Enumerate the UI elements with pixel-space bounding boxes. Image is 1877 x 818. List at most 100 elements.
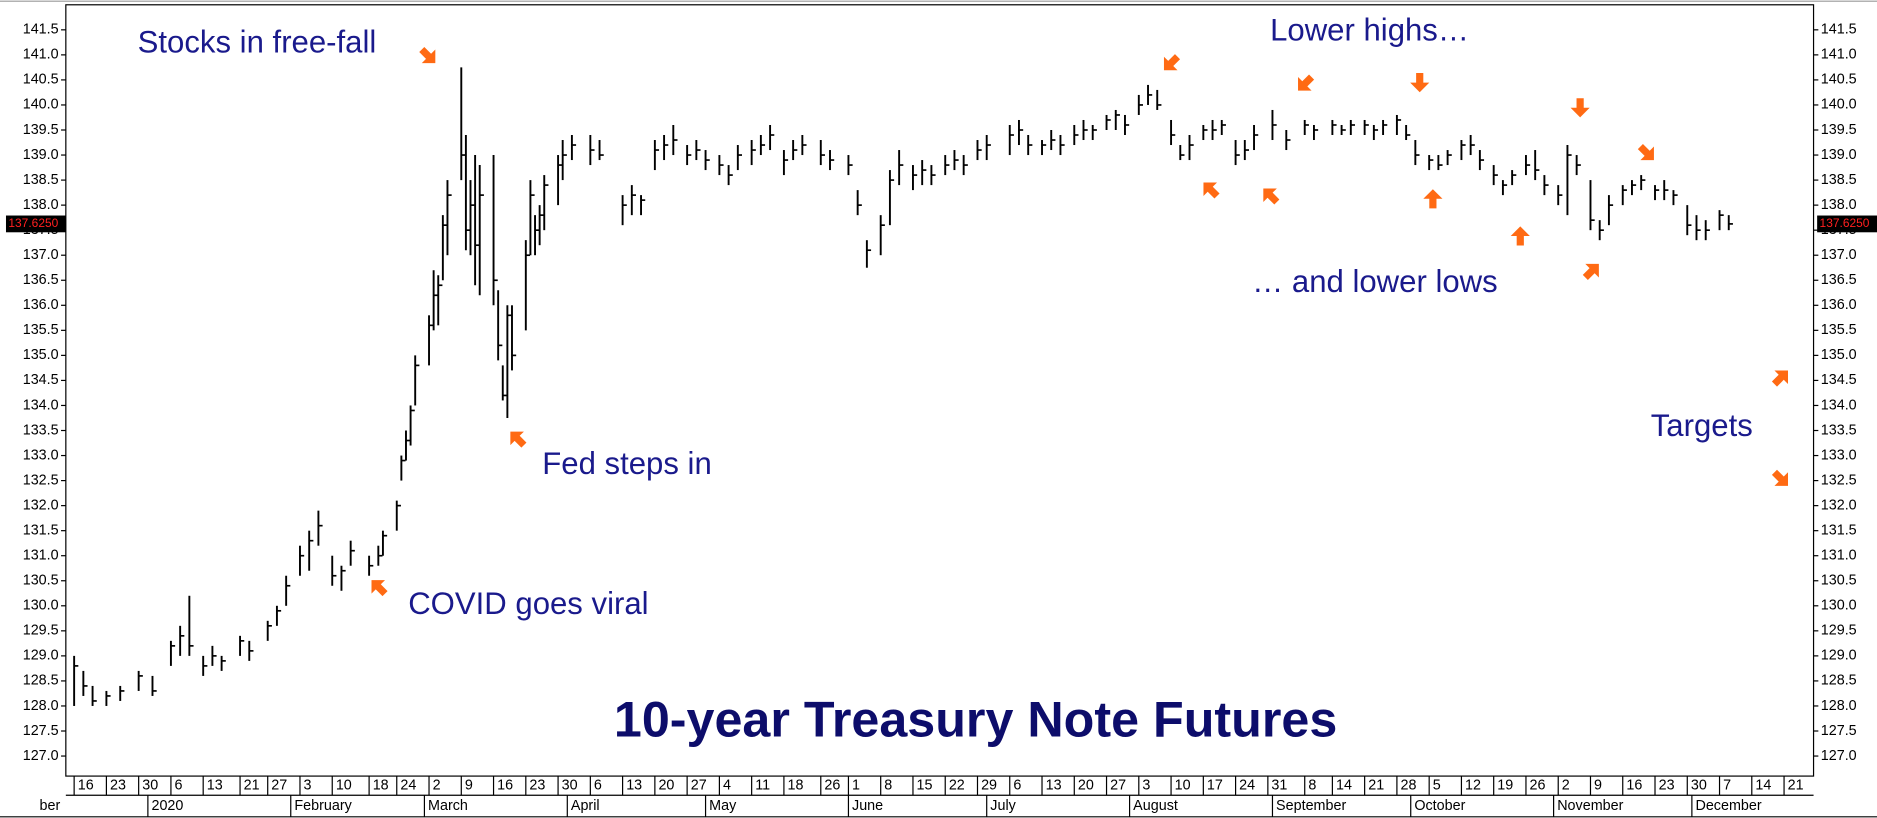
y-tick-label: 133.5 bbox=[23, 422, 59, 438]
x-tick-label: 9 bbox=[1594, 777, 1602, 793]
annotation: Fed steps in bbox=[542, 446, 712, 481]
x-tick-label: 22 bbox=[949, 777, 965, 793]
y-tick-label: 132.0 bbox=[23, 497, 59, 513]
y-tick-label-right: 129.0 bbox=[1821, 648, 1857, 664]
x-tick-label: 24 bbox=[1239, 777, 1255, 793]
x-tick-label: 3 bbox=[304, 777, 312, 793]
x-tick-label: 30 bbox=[142, 777, 158, 793]
y-tick-label-right: 131.0 bbox=[1821, 548, 1857, 564]
x-tick-label: 20 bbox=[1078, 777, 1094, 793]
x-tick-label: 6 bbox=[175, 777, 183, 793]
x-tick-label: 2 bbox=[433, 777, 441, 793]
y-tick-label: 127.0 bbox=[23, 748, 59, 764]
month-label: October bbox=[1414, 798, 1465, 814]
y-tick-label-right: 138.0 bbox=[1821, 197, 1857, 213]
x-tick-label: 4 bbox=[723, 777, 731, 793]
x-tick-label: 6 bbox=[1013, 777, 1021, 793]
x-tick-label: 1 bbox=[852, 777, 860, 793]
x-tick-label: 28 bbox=[1400, 777, 1416, 793]
y-tick-label: 140.5 bbox=[23, 72, 59, 88]
x-tick-label: 23 bbox=[529, 777, 545, 793]
y-tick-label: 130.0 bbox=[23, 598, 59, 614]
x-tick-label: 13 bbox=[1046, 777, 1062, 793]
y-tick-label-right: 133.5 bbox=[1821, 422, 1857, 438]
x-tick-label: 27 bbox=[691, 777, 707, 793]
y-tick-label: 135.5 bbox=[23, 322, 59, 338]
y-tick-label: 141.5 bbox=[23, 22, 59, 38]
annotation: … and lower lows bbox=[1252, 264, 1498, 299]
annotation: Stocks in free-fall bbox=[138, 25, 377, 60]
y-tick-label-right: 133.0 bbox=[1821, 447, 1857, 463]
x-tick-label: 27 bbox=[271, 777, 287, 793]
x-tick-label: 2 bbox=[1562, 777, 1570, 793]
annotation: Lower highs… bbox=[1270, 13, 1469, 48]
y-tick-label: 127.5 bbox=[23, 723, 59, 739]
y-tick-label-right: 130.5 bbox=[1821, 573, 1857, 589]
y-tick-label-right: 132.0 bbox=[1821, 497, 1857, 513]
y-tick-label-right: 139.0 bbox=[1821, 147, 1857, 163]
x-tick-label: 16 bbox=[497, 777, 513, 793]
x-tick-label: 16 bbox=[78, 777, 94, 793]
chart-title: 10-year Treasury Note Futures bbox=[614, 691, 1337, 748]
y-tick-label-right: 134.5 bbox=[1821, 372, 1857, 388]
y-tick-label: 128.0 bbox=[23, 698, 59, 714]
x-tick-label: 26 bbox=[824, 777, 840, 793]
y-tick-label-right: 131.5 bbox=[1821, 522, 1857, 538]
y-tick-label-right: 135.0 bbox=[1821, 347, 1857, 363]
x-tick-label: 20 bbox=[658, 777, 674, 793]
y-tick-label-right: 127.0 bbox=[1821, 748, 1857, 764]
x-tick-label: 24 bbox=[400, 777, 416, 793]
x-tick-label: 8 bbox=[884, 777, 892, 793]
last-price-box bbox=[1817, 215, 1877, 233]
y-tick-label: 138.5 bbox=[23, 172, 59, 188]
plot-frame bbox=[65, 4, 1815, 777]
y-tick-label: 131.0 bbox=[23, 548, 59, 564]
y-tick-label: 134.5 bbox=[23, 372, 59, 388]
y-tick-label-right: 129.5 bbox=[1821, 623, 1857, 639]
y-tick-label: 136.5 bbox=[23, 272, 59, 288]
y-tick-label-right: 141.0 bbox=[1821, 47, 1857, 63]
y-tick-label-right: 127.5 bbox=[1821, 723, 1857, 739]
x-tick-label: 21 bbox=[1368, 777, 1384, 793]
x-tick-label: 16 bbox=[1626, 777, 1642, 793]
y-tick-label-right: 140.0 bbox=[1821, 97, 1857, 113]
annotation: Targets bbox=[1651, 408, 1753, 443]
y-tick-label: 135.0 bbox=[23, 347, 59, 363]
y-tick-label-right: 137.0 bbox=[1821, 247, 1857, 263]
y-tick-label-right: 135.5 bbox=[1821, 322, 1857, 338]
y-tick-label: 139.5 bbox=[23, 122, 59, 138]
x-tick-label: 9 bbox=[465, 777, 473, 793]
x-tick-label: 30 bbox=[562, 777, 578, 793]
month-label: September bbox=[1276, 798, 1346, 814]
y-tick-label-right: 128.5 bbox=[1821, 673, 1857, 689]
x-tick-label: 13 bbox=[626, 777, 642, 793]
month-label: November bbox=[1557, 798, 1623, 814]
y-tick-label: 130.5 bbox=[23, 573, 59, 589]
y-tick-label: 128.5 bbox=[23, 673, 59, 689]
month-label: April bbox=[571, 798, 600, 814]
x-tick-label: 29 bbox=[981, 777, 997, 793]
y-tick-label: 140.0 bbox=[23, 97, 59, 113]
x-tick-label: 6 bbox=[594, 777, 602, 793]
x-tick-label: 8 bbox=[1308, 777, 1316, 793]
x-tick-label: 5 bbox=[1433, 777, 1441, 793]
x-tick-label: 23 bbox=[110, 777, 126, 793]
x-tick-label: 17 bbox=[1207, 777, 1223, 793]
month-label: March bbox=[428, 798, 468, 814]
y-tick-label: 133.0 bbox=[23, 447, 59, 463]
x-tick-label: 12 bbox=[1465, 777, 1481, 793]
last-price-box bbox=[5, 215, 66, 233]
month-label: 2020 bbox=[151, 798, 183, 814]
x-tick-label: 15 bbox=[917, 777, 933, 793]
y-tick-label: 141.0 bbox=[23, 47, 59, 63]
y-tick-label: 134.0 bbox=[23, 397, 59, 413]
month-label: June bbox=[852, 798, 883, 814]
x-tick-label: 10 bbox=[336, 777, 352, 793]
x-tick-label: 3 bbox=[1142, 777, 1150, 793]
y-tick-label-right: 132.5 bbox=[1821, 472, 1857, 488]
x-tick-label: 26 bbox=[1530, 777, 1546, 793]
x-tick-label: 21 bbox=[1788, 777, 1804, 793]
month-label: May bbox=[709, 798, 737, 814]
